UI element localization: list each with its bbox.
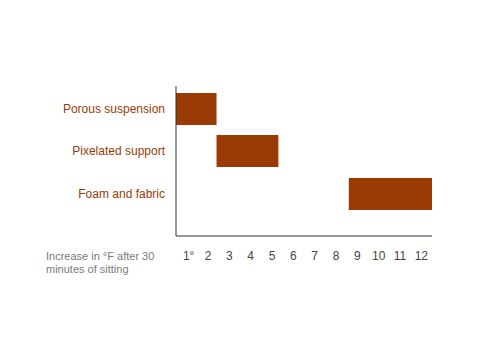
x-tick-label: 6 [290, 249, 297, 263]
range-bar [176, 93, 217, 125]
bars [176, 93, 432, 210]
x-tick-label: 9 [354, 249, 361, 263]
category-label: Porous suspension [63, 102, 165, 116]
x-tick-label: 11 [394, 249, 407, 263]
x-tick-label: 8 [333, 249, 340, 263]
category-label: Foam and fabric [78, 187, 165, 201]
range-bar [349, 178, 432, 210]
x-axis-label: Increase in °F after 30 minutes of sitti… [46, 250, 178, 276]
chart: Porous suspension Pixelated support Foam a… [0, 0, 480, 360]
x-axis-line [176, 236, 432, 237]
category-label: Pixelated support [72, 144, 165, 158]
y-axis-line [176, 86, 177, 236]
x-tick-label: 7 [311, 249, 318, 263]
x-tick-label: 5 [269, 249, 276, 263]
range-bar [217, 135, 279, 167]
x-tick-label: 10 [372, 249, 386, 263]
x-tick-label: 12 [415, 249, 429, 263]
x-tick-label: 1° [183, 249, 195, 263]
x-tick-label: 4 [247, 249, 254, 263]
x-tick-label: 3 [226, 249, 233, 263]
x-tick-label: 2 [205, 249, 212, 263]
chart-svg: Porous suspension Pixelated support Foam a… [0, 0, 480, 360]
